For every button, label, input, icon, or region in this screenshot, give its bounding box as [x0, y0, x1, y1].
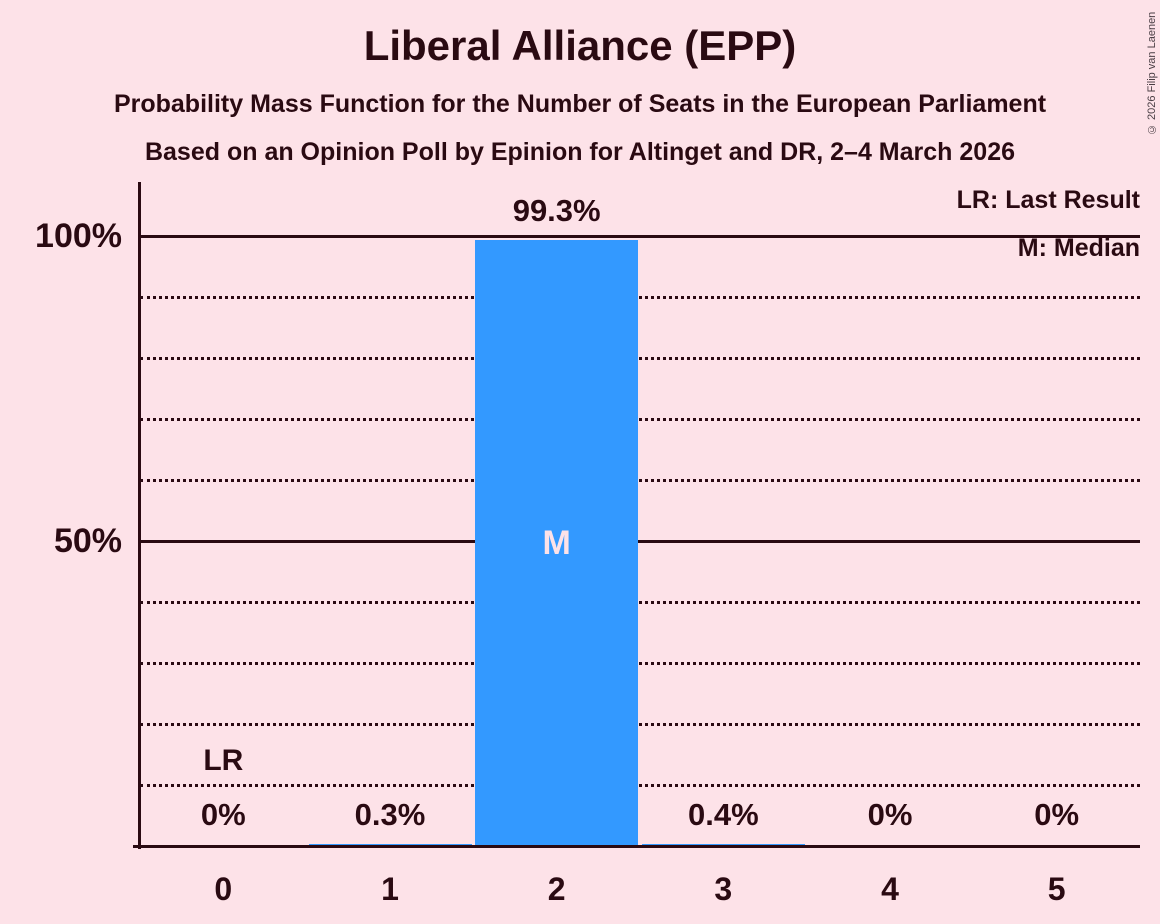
value-label-seat-4: 0%	[867, 797, 913, 832]
x-axis-line	[133, 845, 1140, 848]
value-label-seat-1: 0.3%	[354, 797, 426, 832]
last-result-marker: LR	[203, 744, 244, 777]
value-label-seat-2: 99.3%	[512, 193, 601, 229]
gridline-dotted-10	[140, 784, 1140, 787]
y-tick-100%: 100%	[35, 217, 122, 255]
gridline-solid-50	[140, 540, 1140, 543]
x-tick-4: 4	[881, 871, 899, 907]
chart-title: Liberal Alliance (EPP)	[363, 22, 797, 69]
gridline-dotted-40	[140, 601, 1140, 604]
copyright-notice: © 2026 Filip van Laenen	[1146, 11, 1158, 135]
legend-median: M: Median	[1017, 234, 1140, 262]
value-label-seat-5: 0%	[1034, 797, 1080, 832]
gridline-dotted-20	[140, 723, 1140, 726]
gridline-dotted-80	[140, 357, 1140, 360]
chart-source-line: Based on an Opinion Poll by Epinion for …	[144, 138, 1016, 166]
value-label-seat-0: 0%	[200, 797, 246, 832]
bar-seat-3	[641, 843, 805, 846]
x-tick-2: 2	[547, 871, 566, 907]
x-tick-1: 1	[381, 871, 399, 907]
x-tick-0: 0	[214, 871, 233, 907]
x-tick-3: 3	[714, 871, 733, 907]
bar-seat-2	[475, 240, 639, 846]
gridline-dotted-30	[140, 662, 1140, 665]
median-marker: M	[542, 524, 571, 562]
gridline-solid-100	[140, 235, 1140, 238]
gridline-dotted-60	[140, 479, 1140, 482]
legend-last-result: LR: Last Result	[956, 186, 1140, 214]
x-tick-5: 5	[1047, 871, 1066, 907]
gridline-dotted-90	[140, 296, 1140, 299]
y-axis-line	[138, 182, 141, 849]
gridline-dotted-70	[140, 418, 1140, 421]
y-tick-50%: 50%	[53, 522, 122, 560]
chart-subtitle: Probability Mass Function for the Number…	[113, 90, 1047, 118]
value-label-seat-3: 0.4%	[687, 797, 759, 832]
